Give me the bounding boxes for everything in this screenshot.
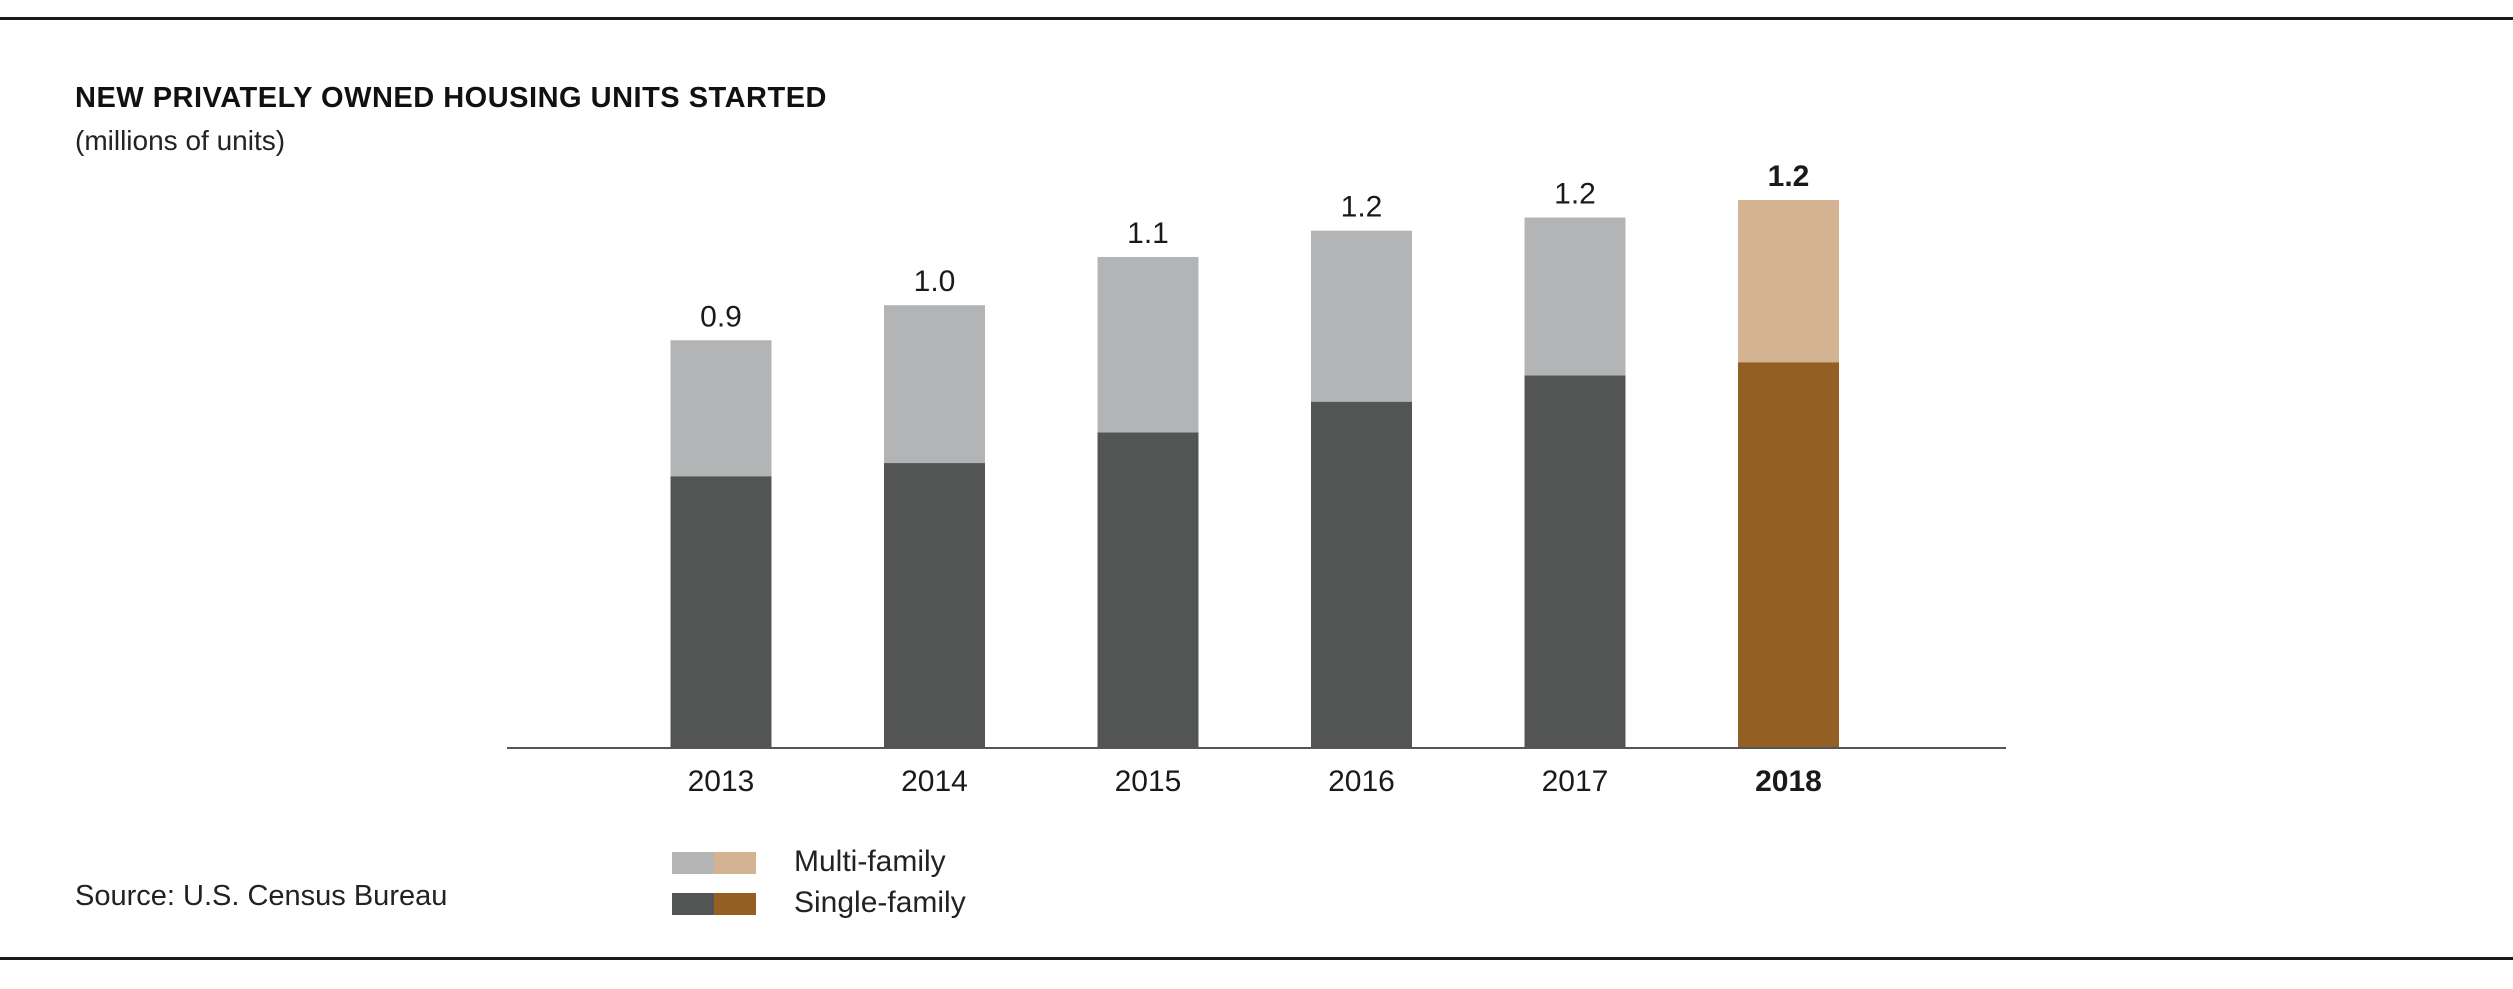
total-label-2017: 1.2 [1554,178,1596,211]
x-tick-label-2015: 2015 [1115,765,1182,798]
total-label-2014: 1.0 [914,265,956,298]
single-family-highlight-swatch [714,893,756,915]
bar-single-family-2017 [1524,375,1626,748]
top-rule [0,17,2513,20]
bar-single-family-2013 [670,476,772,748]
bar-multi-family-2017 [1524,217,1626,376]
bar-multi-family-2016 [1311,230,1412,402]
multi-family-highlight-swatch [714,852,756,874]
bar-single-family-2014 [884,463,985,748]
bar-multi-family-2014 [884,305,985,464]
chart-subtitle: (millions of units) [75,125,286,156]
legend-label-multi-family: Multi-family [794,845,946,878]
multi-family-gray-swatch [672,852,714,874]
bar-single-family-2015 [1097,432,1199,748]
total-label-2016: 1.2 [1341,191,1383,224]
x-tick-label-2018: 2018 [1755,765,1822,798]
x-tick-label-2014: 2014 [901,765,968,798]
bar-single-family-2018 [1738,362,1839,748]
chart-title: NEW PRIVATELY OWNED HOUSING UNITS STARTE… [75,82,827,114]
total-label-2015: 1.1 [1127,217,1169,250]
x-tick-label-2013: 2013 [688,765,755,798]
total-label-2018: 1.2 [1768,160,1810,193]
legend-label-single-family: Single-family [794,886,966,919]
single-family-gray-swatch [672,893,714,915]
total-label-2013: 0.9 [700,300,742,333]
bar-multi-family-2015 [1097,256,1199,433]
bar-multi-family-2018 [1738,200,1839,363]
source-note: Source: U.S. Census Bureau [75,880,448,912]
bottom-rule [0,957,2513,960]
bar-single-family-2016 [1311,401,1412,748]
x-tick-label-2016: 2016 [1328,765,1395,798]
bar-multi-family-2013 [670,340,772,477]
x-tick-label-2017: 2017 [1542,765,1609,798]
